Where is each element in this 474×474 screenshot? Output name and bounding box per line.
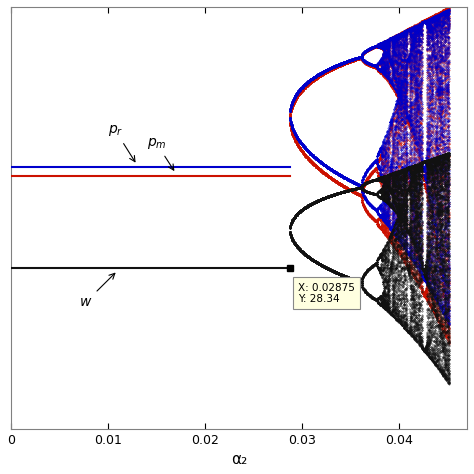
X-axis label: α₂: α₂ bbox=[231, 452, 247, 467]
Text: $w$: $w$ bbox=[79, 273, 115, 310]
Text: X: 0.02875
Y: 28.34: X: 0.02875 Y: 28.34 bbox=[298, 283, 355, 304]
Text: $p_r$: $p_r$ bbox=[108, 123, 135, 162]
Text: $p_m$: $p_m$ bbox=[147, 136, 174, 170]
